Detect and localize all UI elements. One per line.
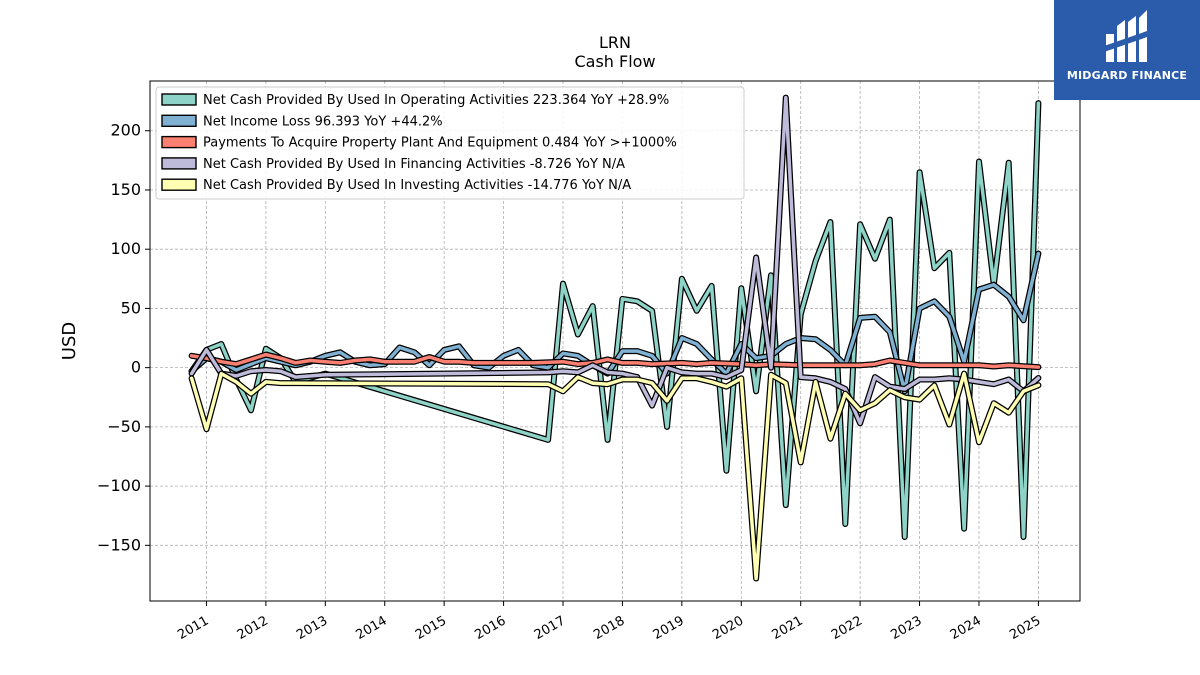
legend-label-0: Net Cash Provided By Used In Operating A… bbox=[203, 93, 669, 108]
logo-text: MIDGARD FINANCE bbox=[1066, 69, 1188, 82]
y-tick-label: −50 bbox=[107, 417, 141, 436]
legend-label-4: Net Cash Provided By Used In Investing A… bbox=[203, 178, 631, 193]
y-axis-label: USD bbox=[59, 322, 80, 360]
series-lines bbox=[188, 94, 1042, 582]
x-tick-label: 2019 bbox=[651, 613, 687, 643]
y-tick-label: 0 bbox=[131, 358, 141, 377]
legend-swatch-1 bbox=[161, 114, 197, 128]
y-tick-label: −150 bbox=[97, 535, 141, 554]
chart-subtitle: Cash Flow bbox=[574, 52, 655, 71]
y-tick-label: 50 bbox=[121, 298, 141, 317]
legend-label-2: Payments To Acquire Property Plant And E… bbox=[203, 136, 677, 151]
x-tick-label: 2016 bbox=[472, 613, 508, 643]
chart-title: LRN bbox=[599, 33, 631, 52]
legend-swatch-2 bbox=[161, 135, 197, 149]
y-tick-label: 200 bbox=[110, 121, 141, 140]
y-tick-label: 150 bbox=[110, 180, 141, 199]
y-tick-label: 100 bbox=[110, 239, 141, 258]
x-tick-label: 2020 bbox=[710, 613, 746, 643]
legend-swatch-0 bbox=[161, 93, 197, 106]
series-line-2 bbox=[189, 352, 1041, 369]
series-line-3 bbox=[189, 95, 1041, 426]
midgard-finance-logo: MIDGARD FINANCE bbox=[1054, 0, 1200, 100]
y-tick-label: −100 bbox=[97, 476, 141, 495]
legend-swatch-4 bbox=[161, 178, 197, 191]
x-tick-label: 2013 bbox=[294, 613, 330, 643]
x-tick-label: 2017 bbox=[532, 613, 568, 643]
logo-mark-icon bbox=[1104, 10, 1150, 62]
x-tick-label: 2011 bbox=[175, 613, 211, 643]
x-tick-label: 2014 bbox=[354, 613, 390, 643]
x-tick-label: 2025 bbox=[1007, 613, 1043, 643]
x-tick-label: 2023 bbox=[888, 613, 924, 643]
series-line-4 bbox=[189, 371, 1041, 581]
x-tick-label: 2024 bbox=[948, 613, 984, 643]
legend-label-1: Net Income Loss 96.393 YoY +44.2% bbox=[203, 114, 443, 129]
x-tick-label: 2021 bbox=[770, 613, 806, 643]
x-tick-label: 2015 bbox=[413, 613, 449, 643]
x-tick-label: 2018 bbox=[591, 613, 627, 643]
x-tick-label: 2022 bbox=[829, 613, 865, 643]
legend: Net Cash Provided By Used In Operating A… bbox=[155, 86, 745, 200]
x-tick-label: 2012 bbox=[235, 613, 271, 643]
legend-swatch-3 bbox=[161, 157, 197, 170]
plot-frame bbox=[149, 80, 1081, 602]
legend-box bbox=[155, 86, 745, 200]
legend-label-3: Net Cash Provided By Used In Financing A… bbox=[203, 157, 625, 172]
